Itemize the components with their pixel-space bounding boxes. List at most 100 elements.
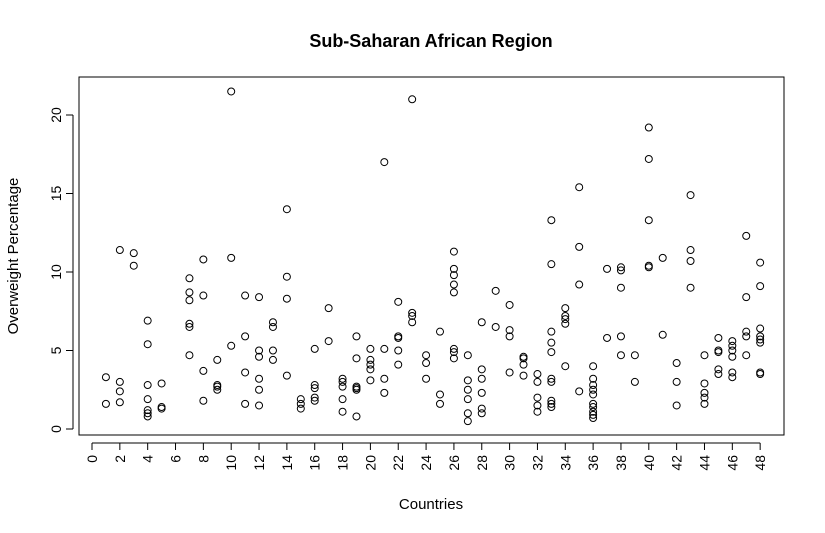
x-tick-label: 8 (195, 455, 211, 463)
x-tick-label: 20 (362, 455, 378, 471)
data-point (449, 288, 458, 297)
data-point (408, 308, 417, 317)
data-point (547, 338, 556, 347)
data-point (157, 379, 166, 388)
data-point (255, 401, 264, 410)
data-point (352, 332, 361, 341)
data-point (603, 264, 612, 273)
data-point (115, 387, 124, 396)
x-tick-label: 32 (529, 455, 545, 471)
data-point (199, 396, 208, 405)
data-point (380, 158, 389, 167)
data-point (463, 376, 472, 385)
data-point (338, 395, 347, 404)
data-point (282, 294, 291, 303)
data-point (366, 365, 375, 374)
data-point (310, 381, 319, 390)
data-point (143, 406, 152, 415)
data-point (255, 293, 264, 302)
data-point (728, 346, 737, 355)
x-tick-label: 28 (474, 455, 490, 471)
data-point (463, 409, 472, 418)
x-tick-label: 24 (418, 455, 434, 471)
data-point (658, 253, 667, 262)
plot-frame (78, 76, 785, 436)
data-point (644, 123, 653, 132)
data-point (436, 390, 444, 399)
data-point (115, 398, 124, 407)
x-tick-label: 26 (446, 455, 462, 471)
data-point (282, 272, 291, 281)
y-tick-label: 10 (48, 264, 64, 280)
data-point (533, 393, 542, 402)
x-tick-label: 30 (502, 455, 518, 471)
data-point (380, 374, 389, 383)
data-point (561, 319, 570, 328)
data-point (352, 384, 361, 393)
data-point (505, 300, 514, 309)
data-point (561, 315, 570, 324)
x-tick-label: 6 (168, 455, 184, 463)
data-point (616, 332, 625, 341)
data-point (157, 403, 166, 412)
data-point (463, 385, 472, 394)
data-point (505, 326, 514, 335)
x-tick-label: 34 (557, 455, 573, 471)
data-point (213, 355, 222, 364)
data-point (603, 333, 612, 342)
data-point (630, 351, 639, 360)
data-point (463, 417, 472, 426)
x-tick-label: 38 (613, 455, 629, 471)
data-point (352, 412, 361, 421)
data-point (589, 414, 598, 423)
data-point (296, 404, 305, 413)
data-point (422, 374, 431, 383)
data-point (686, 246, 695, 255)
data-point (491, 322, 500, 331)
data-point (575, 280, 584, 289)
data-point (477, 374, 486, 383)
data-point (714, 333, 723, 342)
data-point (742, 293, 751, 302)
data-point (756, 370, 765, 379)
data-point (519, 371, 528, 380)
data-point (296, 399, 305, 408)
data-point (463, 395, 472, 404)
x-tick-label: 48 (752, 455, 768, 471)
data-point (714, 365, 723, 374)
x-tick-label: 12 (251, 455, 267, 471)
data-point (129, 249, 138, 258)
x-tick-label: 46 (724, 455, 740, 471)
data-point (672, 359, 681, 368)
data-point (742, 231, 751, 240)
data-point (616, 283, 625, 292)
data-point (589, 374, 598, 383)
x-tick-label: 22 (390, 455, 406, 471)
data-point (616, 263, 625, 272)
data-point (129, 261, 138, 270)
data-point (394, 332, 403, 341)
data-point (380, 344, 389, 353)
data-point (185, 319, 194, 328)
data-point (241, 291, 250, 300)
data-point (282, 371, 291, 380)
data-point (672, 401, 681, 410)
data-point (589, 410, 598, 419)
data-point (547, 403, 556, 412)
data-point (756, 258, 765, 267)
data-point (101, 399, 110, 408)
data-point (185, 274, 194, 283)
x-tick-label: 14 (279, 455, 295, 471)
data-point (115, 377, 124, 386)
data-point (422, 351, 431, 360)
data-point (756, 282, 765, 291)
data-point (547, 348, 556, 357)
data-point (533, 377, 542, 386)
data-point (255, 346, 264, 355)
y-axis: 0 5 10 15 20 (48, 107, 74, 433)
data-point (310, 393, 319, 402)
data-point (394, 360, 403, 369)
x-tick-label: 36 (585, 455, 601, 471)
data-point (589, 362, 598, 371)
data-point (324, 337, 333, 346)
